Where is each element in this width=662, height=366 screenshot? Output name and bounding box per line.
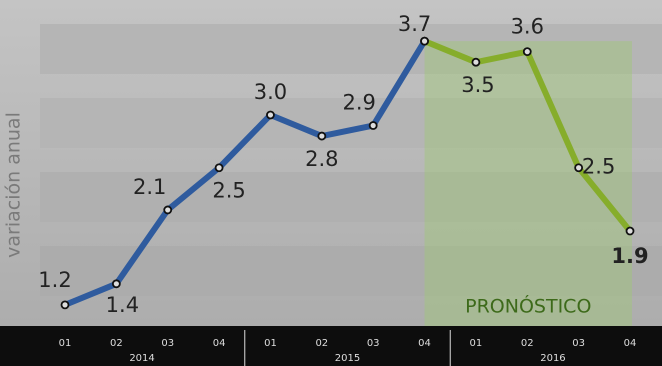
data-label: 3.5 — [461, 73, 494, 97]
point — [111, 279, 121, 289]
x-tick-label: 03 — [572, 338, 585, 349]
point — [420, 36, 429, 46]
forecast-area — [424, 41, 632, 326]
x-group-label: 2014 — [129, 353, 154, 364]
x-tick-label: 02 — [315, 338, 328, 349]
data-label: 2.1 — [133, 175, 166, 199]
data-label: 1.2 — [38, 268, 71, 292]
x-tick-label: 04 — [213, 338, 226, 349]
data-label: 2.5 — [212, 179, 245, 203]
line — [63, 39, 428, 308]
point — [574, 163, 584, 173]
point — [214, 163, 224, 173]
forecast-label: PRONÓSTICO — [465, 294, 591, 318]
point — [471, 57, 481, 67]
point — [266, 110, 275, 120]
data-label: 1.4 — [106, 293, 139, 317]
point — [625, 226, 635, 236]
x-tick-label: 01 — [264, 338, 277, 349]
point — [522, 47, 532, 57]
x-tick-label: 04 — [418, 338, 431, 349]
x-tick-label: 04 — [624, 338, 637, 349]
x-tick-label: 03 — [367, 338, 380, 349]
x-axis-bar — [0, 326, 662, 366]
x-tick-label: 01 — [470, 338, 483, 349]
x-tick-label: 01 — [59, 338, 72, 349]
x-tick-label: 02 — [521, 338, 534, 349]
data-label: 2.5 — [582, 155, 615, 179]
point — [368, 121, 378, 130]
y-axis-label: variación anual — [3, 112, 25, 258]
point — [60, 300, 70, 310]
bands — [40, 24, 662, 296]
x-tick-label: 02 — [110, 338, 123, 349]
data-label: 3.0 — [254, 80, 287, 104]
x-tick-label: 03 — [161, 338, 174, 349]
point — [317, 131, 327, 141]
point — [163, 205, 173, 215]
x-group-label: 2016 — [540, 353, 565, 364]
data-label: 1.9 — [611, 244, 648, 268]
data-label: 2.9 — [342, 91, 375, 115]
x-group-label: 2015 — [335, 353, 360, 364]
data-label: 3.7 — [398, 12, 431, 36]
data-label: 2.8 — [305, 147, 338, 171]
data-label: 3.6 — [511, 15, 544, 39]
